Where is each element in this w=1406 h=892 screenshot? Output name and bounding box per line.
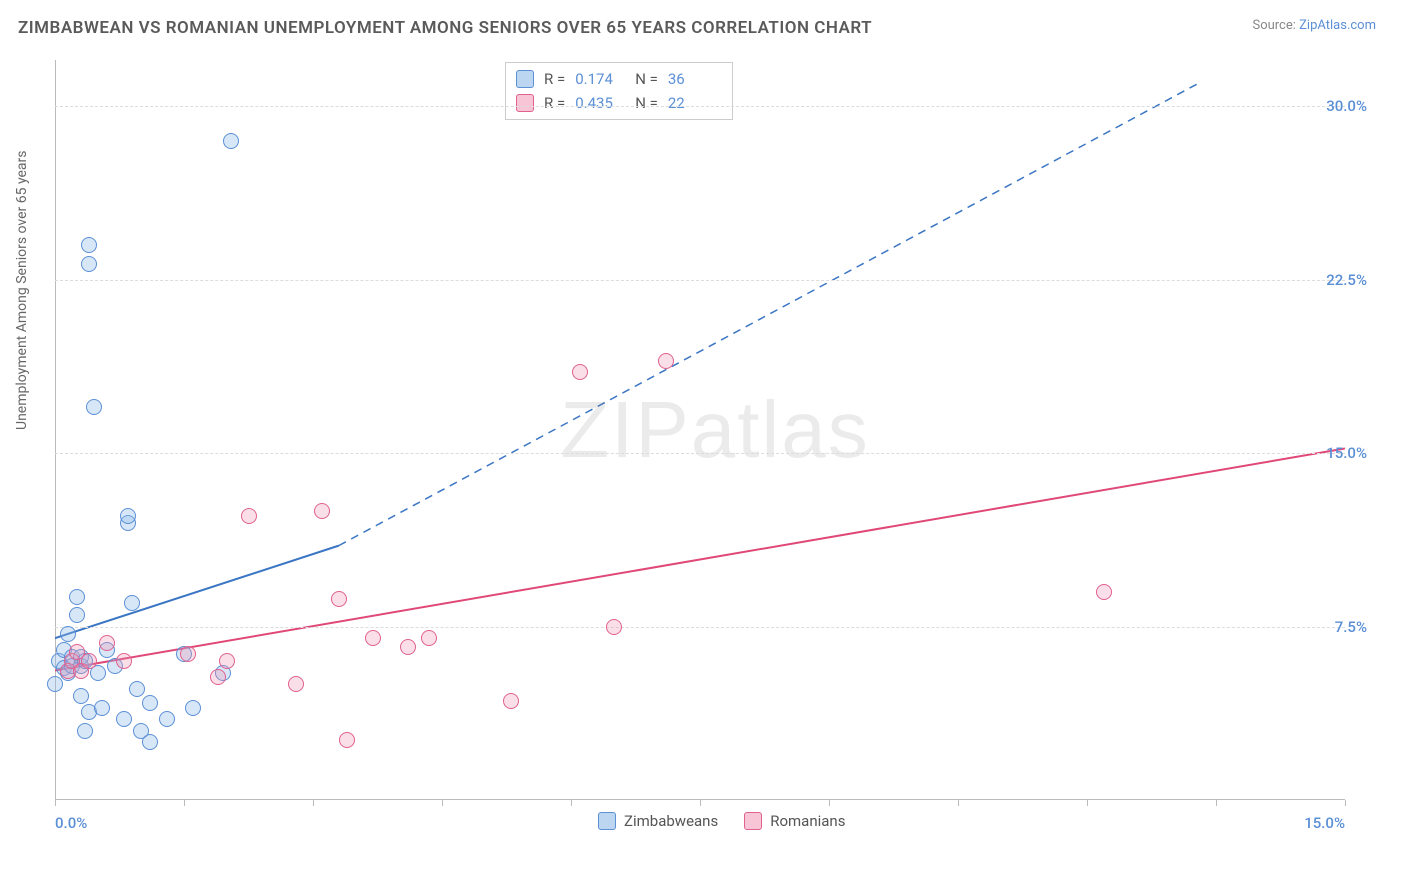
- x-tick: [571, 800, 572, 806]
- y-tick-label: 15.0%: [1326, 444, 1367, 462]
- x-tick: [1345, 800, 1346, 806]
- data-point: [1096, 584, 1112, 600]
- data-point: [606, 619, 622, 635]
- r-value-zimbabweans: 0.174: [575, 67, 625, 91]
- data-point: [658, 353, 674, 369]
- data-point: [572, 364, 588, 380]
- swatch-blue-icon: [516, 70, 534, 88]
- data-point: [116, 711, 132, 727]
- y-tick-label: 7.5%: [1335, 618, 1367, 636]
- data-point: [219, 653, 235, 669]
- bottom-legend: Zimbabweans Romanians: [598, 812, 845, 830]
- legend-item-zimbabweans: Zimbabweans: [598, 812, 718, 830]
- source-link[interactable]: ZipAtlas.com: [1299, 18, 1376, 33]
- data-point: [142, 734, 158, 750]
- r-label: R =: [544, 91, 565, 115]
- data-point: [47, 676, 63, 692]
- y-axis-label: Unemployment Among Seniors over 65 years: [14, 151, 30, 431]
- data-point: [241, 508, 257, 524]
- data-point: [116, 653, 132, 669]
- y-tick-label: 30.0%: [1326, 97, 1367, 115]
- stats-row-romanians: R = 0.435 N = 22: [516, 91, 718, 115]
- gridline: [55, 627, 1345, 628]
- data-point: [86, 399, 102, 415]
- x-tick: [313, 800, 314, 806]
- data-point: [223, 133, 239, 149]
- data-point: [365, 630, 381, 646]
- data-point: [120, 508, 136, 524]
- data-point: [69, 589, 85, 605]
- data-point: [331, 591, 347, 607]
- legend-label-zimbabweans: Zimbabweans: [624, 812, 718, 830]
- y-tick-label: 22.5%: [1326, 271, 1367, 289]
- source-attribution: Source: ZipAtlas.com: [1252, 18, 1376, 33]
- chart-area: ZIPatlas R = 0.174 N = 36 R = 0.435 N = …: [55, 60, 1375, 830]
- data-point: [124, 595, 140, 611]
- legend-item-romanians: Romanians: [744, 812, 845, 830]
- gridline: [55, 453, 1345, 454]
- swatch-blue-icon: [598, 812, 616, 830]
- data-point: [159, 711, 175, 727]
- data-point: [99, 635, 115, 651]
- data-point: [180, 646, 196, 662]
- x-tick: [700, 800, 701, 806]
- data-point: [400, 639, 416, 655]
- x-tick-label: 15.0%: [1304, 814, 1345, 832]
- x-tick: [958, 800, 959, 806]
- data-point: [185, 700, 201, 716]
- data-point: [81, 653, 97, 669]
- gridline: [55, 106, 1345, 107]
- regression-lines: [55, 60, 1345, 800]
- x-tick: [1087, 800, 1088, 806]
- n-label: N =: [635, 67, 658, 91]
- data-point: [129, 681, 145, 697]
- r-value-romanians: 0.435: [575, 91, 625, 115]
- data-point: [77, 723, 93, 739]
- watermark: ZIPatlas: [560, 384, 869, 476]
- swatch-pink-icon: [516, 94, 534, 112]
- x-tick: [55, 800, 56, 806]
- n-label: N =: [635, 91, 658, 115]
- data-point: [314, 503, 330, 519]
- gridline: [55, 280, 1345, 281]
- x-tick: [829, 800, 830, 806]
- x-tick: [1216, 800, 1217, 806]
- data-point: [288, 676, 304, 692]
- r-label: R =: [544, 67, 565, 91]
- data-point: [73, 688, 89, 704]
- data-point: [69, 607, 85, 623]
- chart-title: ZIMBABWEAN VS ROMANIAN UNEMPLOYMENT AMON…: [18, 18, 872, 38]
- n-value-romanians: 22: [668, 91, 718, 115]
- x-tick: [442, 800, 443, 806]
- data-point: [210, 669, 226, 685]
- x-tick-label: 0.0%: [55, 814, 87, 832]
- stats-row-zimbabweans: R = 0.174 N = 36: [516, 67, 718, 91]
- scatter-plot: ZIPatlas R = 0.174 N = 36 R = 0.435 N = …: [55, 60, 1375, 830]
- n-value-zimbabweans: 36: [668, 67, 718, 91]
- data-point: [60, 626, 76, 642]
- data-point: [81, 256, 97, 272]
- source-prefix: Source:: [1252, 18, 1299, 33]
- data-point: [339, 732, 355, 748]
- correlation-stats-box: R = 0.174 N = 36 R = 0.435 N = 22: [505, 62, 733, 120]
- swatch-pink-icon: [744, 812, 762, 830]
- legend-label-romanians: Romanians: [770, 812, 845, 830]
- data-point: [94, 700, 110, 716]
- x-tick: [184, 800, 185, 806]
- data-point: [81, 237, 97, 253]
- data-point: [503, 693, 519, 709]
- data-point: [142, 695, 158, 711]
- data-point: [421, 630, 437, 646]
